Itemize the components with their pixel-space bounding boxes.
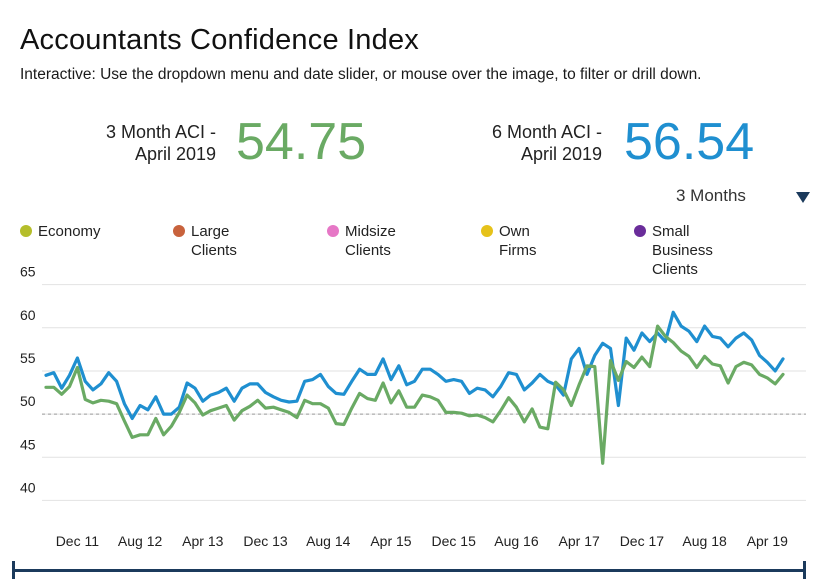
dropdown-selected-value: 3 Months (676, 186, 746, 205)
x-tick-label: Aug 18 (682, 533, 727, 549)
y-tick-label: 60 (20, 307, 36, 323)
period-dropdown[interactable]: 3 Months (672, 184, 812, 210)
x-tick-label: Aug 16 (494, 533, 539, 549)
page-title: Accountants Confidence Index (20, 24, 419, 56)
series-line-6-month-aci[interactable] (44, 310, 785, 420)
y-tick-label: 40 (20, 479, 36, 495)
slider-end-handle[interactable] (803, 561, 806, 579)
kpi-6-month-label: 6 Month ACI - April 2019 (491, 122, 602, 164)
x-tick-label: Dec 13 (243, 533, 288, 549)
series-line-3-month-aci[interactable] (44, 324, 785, 465)
kpi-6-month-value: 56.54 (624, 113, 755, 171)
triangle-down-icon[interactable] (796, 192, 810, 203)
x-tick-label: Aug 14 (306, 533, 351, 549)
x-tick-label: Apr 13 (182, 533, 223, 549)
legend-dot-icon (173, 225, 185, 237)
x-tick-label: Apr 15 (370, 533, 411, 549)
legend-dot-icon (20, 225, 32, 237)
legend-dot-icon (634, 225, 646, 237)
y-tick-label: 55 (20, 350, 36, 366)
kpi-3-month-value: 54.75 (236, 113, 367, 171)
x-tick-label: Apr 19 (747, 533, 788, 549)
x-tick-label: Apr 17 (559, 533, 600, 549)
y-tick-label: 45 (20, 436, 36, 452)
date-range-slider[interactable] (12, 569, 806, 572)
x-tick-label: Dec 15 (432, 533, 477, 549)
slider-start-handle[interactable] (12, 561, 15, 579)
x-tick-label: Dec 11 (56, 533, 100, 549)
legend-dot-icon (327, 225, 339, 237)
x-tick-label: Dec 17 (620, 533, 665, 549)
kpi-3-month-label: 3 Month ACI - April 2019 (105, 122, 216, 164)
x-tick-label: Aug 12 (118, 533, 163, 549)
legend-dot-icon (481, 225, 493, 237)
y-tick-label: 50 (20, 393, 36, 409)
y-tick-label: 65 (20, 264, 36, 280)
instructions-text: Interactive: Use the dropdown menu and d… (20, 66, 702, 83)
